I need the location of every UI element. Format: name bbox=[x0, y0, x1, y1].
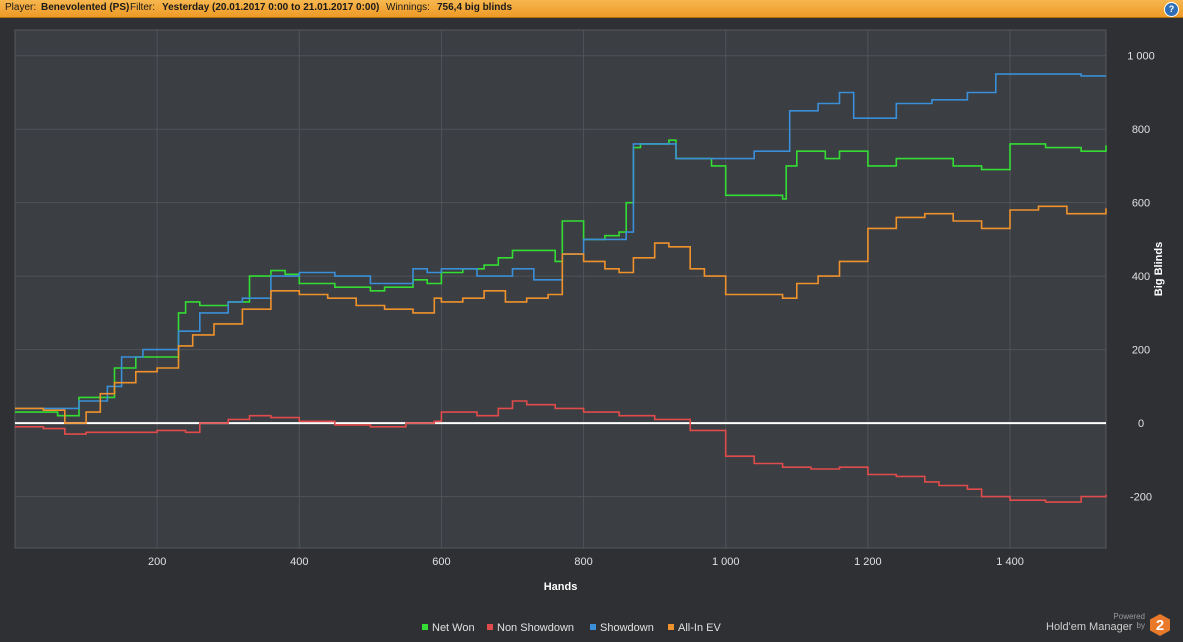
legend-all-in-ev[interactable]: All-In EV bbox=[668, 622, 721, 634]
legend-non-showdown[interactable]: Non Showdown bbox=[487, 622, 574, 634]
series-line-non-showdown bbox=[15, 400, 1107, 503]
y-tick-label: 600 bbox=[1132, 198, 1150, 210]
legend-net-won[interactable]: Net Won bbox=[422, 622, 475, 634]
player-value: Benevolented (PS) bbox=[41, 2, 130, 13]
filter-label: Filter: bbox=[130, 2, 155, 13]
y-tick-label: 400 bbox=[1132, 271, 1150, 283]
y-tick-label: 200 bbox=[1132, 345, 1150, 357]
brand-number: 2 bbox=[1156, 617, 1164, 634]
legend-showdown[interactable]: Showdown bbox=[590, 622, 654, 634]
legend-all-in-ev-label: All-In EV bbox=[678, 622, 721, 634]
legend-net-won-label: Net Won bbox=[432, 622, 475, 634]
all-in-ev-swatch bbox=[668, 624, 674, 630]
x-tick-label: 800 bbox=[574, 556, 592, 568]
non-showdown-swatch bbox=[487, 624, 493, 630]
filter-value: Yesterday (20.01.2017 0:00 to 21.01.2017… bbox=[162, 2, 380, 13]
winnings-value: 756,4 big blinds bbox=[437, 2, 513, 13]
x-tick-label: 400 bbox=[290, 556, 308, 568]
x-tick-label: 1 400 bbox=[996, 556, 1024, 568]
x-axis-label: Hands bbox=[544, 581, 578, 593]
winnings-graph: 200 400 600 800 1 000 1 200 1 400 -200 0 200 400 60… bbox=[14, 29, 1165, 593]
net-won-swatch bbox=[422, 624, 428, 630]
player-label: Player: bbox=[5, 2, 37, 13]
series-line-net-won bbox=[15, 139, 1107, 417]
series-line-showdown bbox=[15, 73, 1106, 410]
x-tick-label: 1 000 bbox=[712, 556, 740, 568]
y-axis-label: Big Blinds bbox=[1153, 242, 1165, 296]
question-icon[interactable]: ? bbox=[1164, 2, 1179, 17]
legend-non-showdown-label: Non Showdown bbox=[497, 622, 575, 634]
powered-by-text: Powered by bbox=[1113, 612, 1145, 630]
y-tick-label: 0 bbox=[1138, 418, 1144, 430]
brand-name: Hold'em Manager bbox=[1046, 621, 1133, 633]
x-tick-label: 600 bbox=[432, 556, 450, 568]
showdown-swatch bbox=[590, 624, 596, 630]
x-tick-label: 200 bbox=[148, 556, 166, 568]
y-tick-label: 1 000 bbox=[1127, 51, 1155, 63]
hem2-logo-icon: 2 bbox=[1150, 614, 1170, 636]
plot-area bbox=[14, 29, 1107, 549]
info-bar: Player: Benevolented (PS) Filter: Yester… bbox=[0, 0, 1183, 18]
x-tick-label: 1 200 bbox=[854, 556, 882, 568]
y-tick-label: 800 bbox=[1132, 124, 1150, 136]
series-line-all-in-ev bbox=[15, 205, 1107, 424]
legend-showdown-label: Showdown bbox=[600, 622, 654, 634]
y-tick-label: -200 bbox=[1130, 492, 1152, 504]
winnings-label: Winnings: bbox=[386, 2, 430, 13]
